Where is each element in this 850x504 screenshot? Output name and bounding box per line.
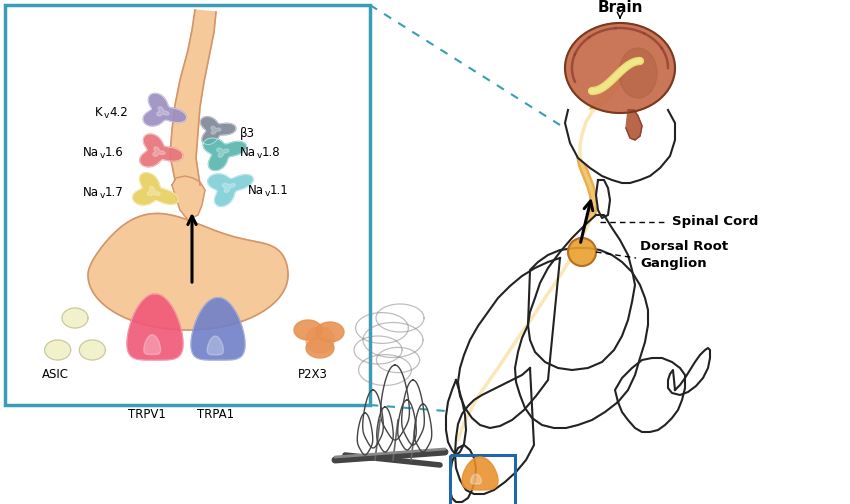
Ellipse shape bbox=[565, 23, 675, 113]
Polygon shape bbox=[446, 380, 466, 455]
Polygon shape bbox=[201, 117, 236, 145]
Polygon shape bbox=[203, 138, 246, 170]
Text: Spinal Cord: Spinal Cord bbox=[672, 216, 758, 228]
Polygon shape bbox=[140, 134, 183, 167]
Text: v: v bbox=[265, 188, 270, 198]
Polygon shape bbox=[88, 214, 288, 330]
Text: 1.1: 1.1 bbox=[270, 183, 289, 197]
FancyBboxPatch shape bbox=[5, 5, 370, 405]
Text: v: v bbox=[257, 152, 263, 160]
Text: β3: β3 bbox=[240, 127, 255, 140]
Polygon shape bbox=[565, 110, 675, 183]
Text: TRPV1: TRPV1 bbox=[128, 409, 166, 421]
Ellipse shape bbox=[619, 48, 657, 98]
Polygon shape bbox=[294, 320, 322, 340]
Text: K: K bbox=[95, 106, 103, 119]
Text: 1.7: 1.7 bbox=[105, 186, 124, 200]
Polygon shape bbox=[172, 176, 205, 220]
Text: Na: Na bbox=[83, 186, 99, 200]
Polygon shape bbox=[316, 322, 344, 342]
Polygon shape bbox=[217, 148, 229, 157]
Text: Na: Na bbox=[248, 183, 264, 197]
Polygon shape bbox=[207, 336, 224, 355]
Text: 4.2: 4.2 bbox=[109, 106, 127, 119]
Polygon shape bbox=[306, 327, 334, 353]
Polygon shape bbox=[207, 174, 253, 206]
Polygon shape bbox=[62, 308, 88, 328]
Polygon shape bbox=[462, 457, 498, 490]
Polygon shape bbox=[170, 10, 216, 185]
Polygon shape bbox=[306, 338, 334, 358]
Polygon shape bbox=[211, 126, 221, 134]
Polygon shape bbox=[596, 180, 610, 218]
Text: Na: Na bbox=[240, 147, 256, 159]
Polygon shape bbox=[528, 215, 635, 370]
Polygon shape bbox=[144, 335, 161, 354]
Text: P2X3: P2X3 bbox=[298, 368, 328, 382]
Polygon shape bbox=[127, 294, 183, 360]
Polygon shape bbox=[191, 297, 245, 360]
Polygon shape bbox=[222, 183, 235, 193]
Text: Dorsal Root
Ganglion: Dorsal Root Ganglion bbox=[640, 240, 728, 270]
Polygon shape bbox=[450, 445, 476, 502]
Text: 1.8: 1.8 bbox=[262, 147, 280, 159]
Ellipse shape bbox=[568, 238, 596, 266]
Polygon shape bbox=[458, 258, 560, 428]
Polygon shape bbox=[153, 147, 165, 156]
Text: v: v bbox=[100, 192, 105, 201]
Polygon shape bbox=[79, 340, 105, 360]
Polygon shape bbox=[668, 348, 710, 395]
Polygon shape bbox=[471, 474, 481, 484]
Text: Brain: Brain bbox=[598, 1, 643, 16]
Polygon shape bbox=[156, 107, 169, 116]
Polygon shape bbox=[45, 340, 71, 360]
Text: 1.6: 1.6 bbox=[105, 147, 124, 159]
Text: TRPA1: TRPA1 bbox=[197, 409, 234, 421]
Polygon shape bbox=[455, 368, 534, 494]
Text: Na: Na bbox=[83, 147, 99, 159]
Polygon shape bbox=[147, 186, 160, 196]
Text: v: v bbox=[104, 111, 110, 120]
Text: ASIC: ASIC bbox=[42, 368, 69, 382]
Polygon shape bbox=[133, 173, 178, 205]
Polygon shape bbox=[515, 248, 648, 428]
Polygon shape bbox=[615, 358, 685, 432]
Polygon shape bbox=[626, 110, 642, 140]
Polygon shape bbox=[143, 93, 186, 126]
Text: v: v bbox=[100, 152, 105, 160]
